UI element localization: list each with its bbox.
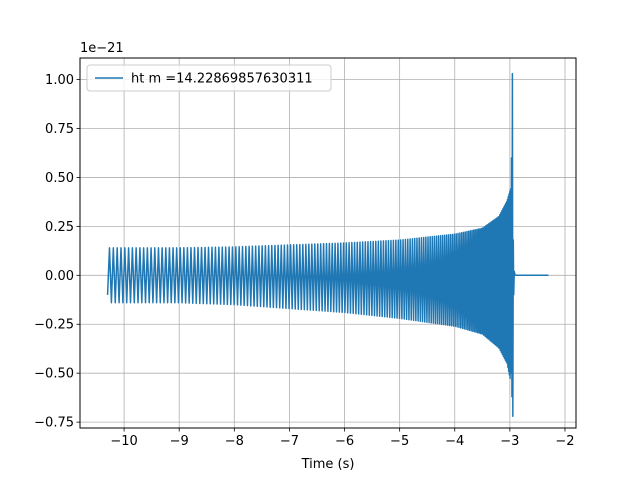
grid xyxy=(80,58,576,428)
legend: ht m =14.22869857630311 xyxy=(86,64,332,92)
y-tick-label: −0.50 xyxy=(34,367,74,382)
legend-entry-label: ht m =14.22869857630311 xyxy=(131,72,313,87)
y-tick-label: 0.50 xyxy=(45,171,74,186)
y-axis-ticks: −0.75 −0.50 −0.25 0.00 0.25 0.50 0.75 1.00 xyxy=(34,73,80,431)
x-tick-label: −3 xyxy=(500,434,519,449)
y-tick-label: 1.00 xyxy=(45,73,74,88)
y-tick-label: 0.25 xyxy=(45,220,74,235)
plot-frame xyxy=(79,57,577,429)
y-tick-label: 0.75 xyxy=(45,122,74,137)
series-layer xyxy=(106,72,549,417)
legend-box xyxy=(86,64,332,92)
x-tick-label: −2 xyxy=(555,434,574,449)
x-tick-label: −4 xyxy=(445,434,464,449)
y-scale-offset-label: 1e−21 xyxy=(80,41,124,56)
y-tick-label: 0.00 xyxy=(45,269,74,284)
y-tick-label: −0.25 xyxy=(34,318,74,333)
y-tick-label: −0.75 xyxy=(34,416,74,431)
x-tick-label: −9 xyxy=(170,434,189,449)
x-tick-label: −7 xyxy=(280,434,299,449)
series-line xyxy=(106,72,549,417)
x-tick-label: −6 xyxy=(335,434,354,449)
x-tick-label: −10 xyxy=(110,434,137,449)
x-tick-label: −8 xyxy=(225,434,244,449)
x-tick-label: −5 xyxy=(390,434,409,449)
x-axis-label: Time (s) xyxy=(301,457,355,472)
x-axis-ticks: −10 −9 −8 −7 −6 −5 −4 −3 −2 xyxy=(110,428,575,449)
